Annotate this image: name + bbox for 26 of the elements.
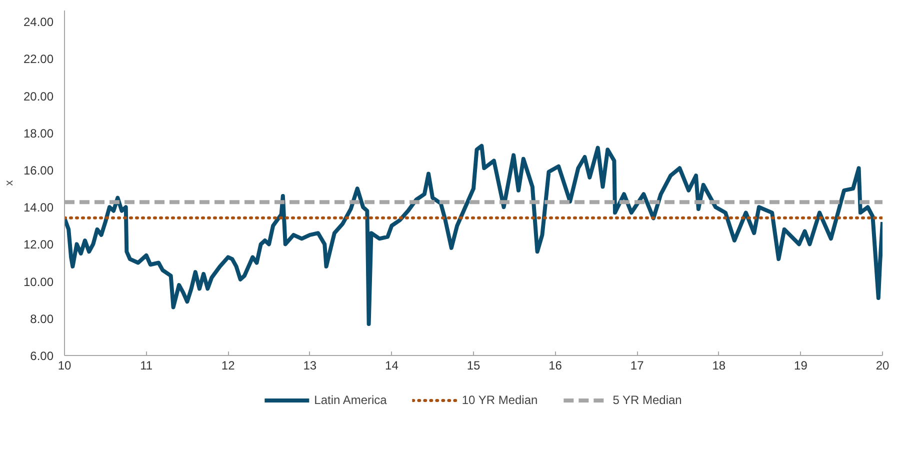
- x-tick-label: 11: [140, 358, 153, 372]
- y-tick-label: 6.00: [30, 349, 54, 363]
- y-tick-label: 12.00: [23, 238, 54, 252]
- x-tick-label: 10: [58, 358, 72, 372]
- y-tick-label: 24.00: [23, 15, 54, 30]
- legend-label: 10 YR Median: [462, 393, 538, 407]
- x-tick-label: 19: [794, 358, 808, 372]
- x-tick-label: 16: [548, 358, 562, 372]
- y-tick-label: 10.00: [23, 274, 54, 289]
- y-axis-title: x: [3, 180, 16, 186]
- x-tick-label: 20: [876, 358, 890, 372]
- legend-label: Latin America: [314, 393, 387, 407]
- x-tick-label: 18: [712, 358, 726, 372]
- x-tick-label: 13: [303, 358, 317, 372]
- x-tick-label: 15: [466, 358, 480, 372]
- line-series: [64, 144, 882, 326]
- legend-label: 5 YR Median: [612, 393, 682, 407]
- y-tick-label: 14.00: [23, 200, 54, 215]
- x-tick-label: 14: [385, 358, 399, 372]
- x-tick-label: 12: [221, 358, 236, 372]
- y-tick-label: 16.00: [23, 164, 54, 178]
- x-tick-label: 17: [630, 358, 644, 372]
- y-tick-label: 22.00: [23, 52, 54, 66]
- y-tick-label: 8.00: [30, 312, 54, 326]
- y-tick-label: 20.00: [23, 89, 54, 104]
- y-tick-label: 18.00: [23, 126, 54, 140]
